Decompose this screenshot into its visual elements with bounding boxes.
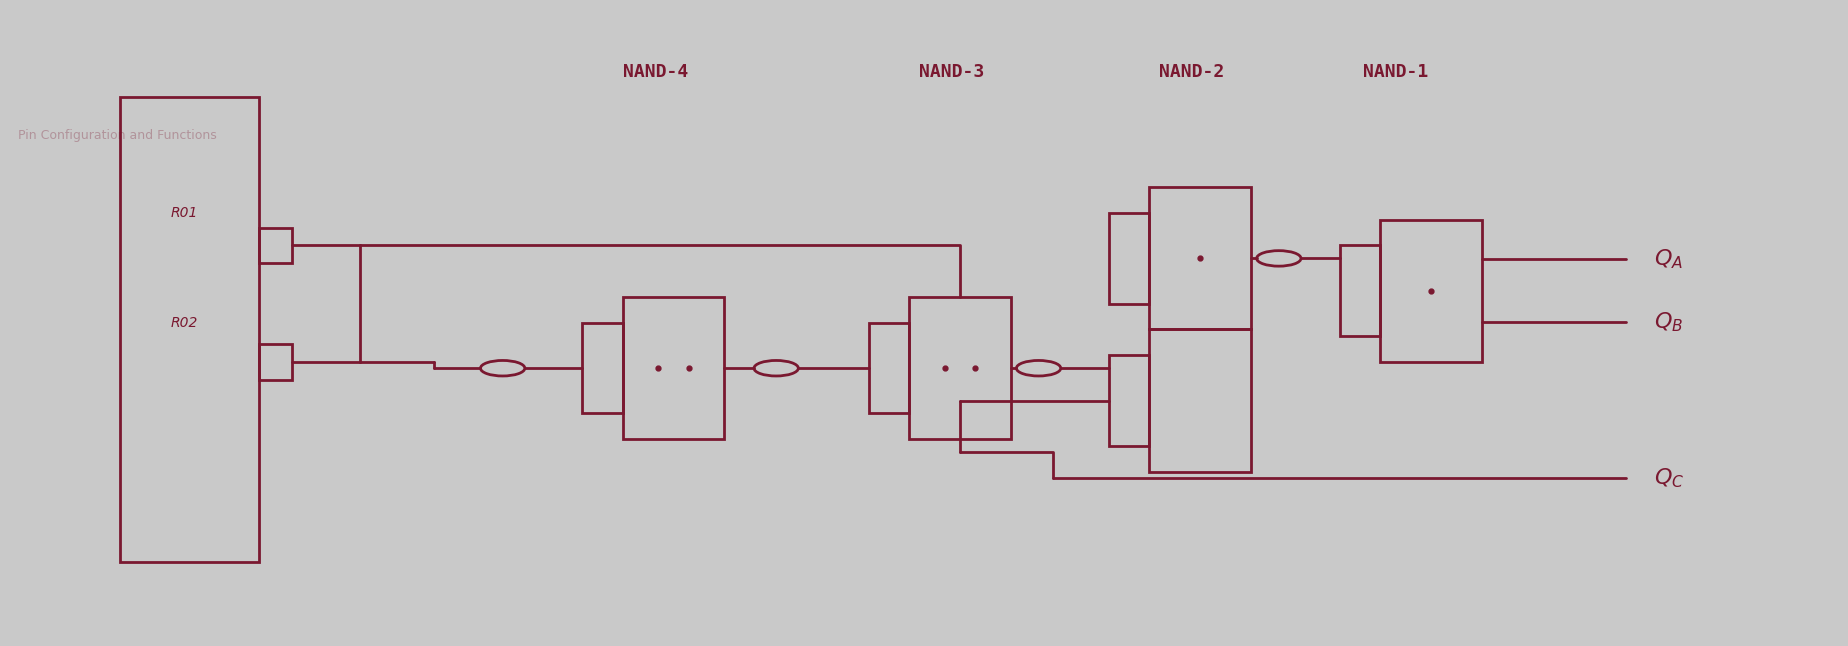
Bar [120,97,259,562]
Text: Pin Configuration and Functions: Pin Configuration and Functions [18,129,218,142]
Text: NAND-3: NAND-3 [918,63,985,81]
Bar [259,344,292,380]
Bar [1149,329,1251,472]
Bar [582,323,623,413]
Text: $Q_A$: $Q_A$ [1654,247,1684,271]
Text: NAND-1: NAND-1 [1362,63,1429,81]
Bar [1109,355,1149,446]
Text: NAND-4: NAND-4 [623,63,689,81]
Bar [1380,220,1482,362]
Bar [623,297,724,439]
Bar [909,297,1011,439]
Bar [1109,213,1149,304]
Bar [259,228,292,264]
Text: R02: R02 [172,316,198,330]
Bar [1340,245,1380,336]
Text: R01: R01 [172,206,198,220]
Circle shape [754,360,798,376]
Circle shape [1257,251,1301,266]
Circle shape [480,360,525,376]
Circle shape [1016,360,1061,376]
Bar [1149,187,1251,329]
Text: $Q_C$: $Q_C$ [1654,466,1684,490]
Bar [869,323,909,413]
Text: NAND-2: NAND-2 [1159,63,1225,81]
Text: $Q_B$: $Q_B$ [1654,310,1684,334]
